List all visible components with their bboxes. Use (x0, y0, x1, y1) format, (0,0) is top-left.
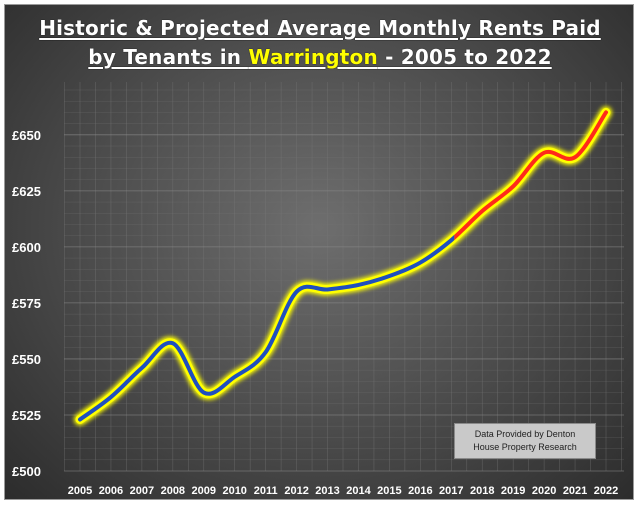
x-tick-label: 2017 (439, 485, 463, 497)
y-tick-label: £550 (12, 352, 41, 367)
x-tick-label: 2021 (563, 485, 587, 497)
y-tick-label: £500 (12, 464, 41, 479)
title-place: Warrington (248, 45, 378, 69)
x-tick-label: 2007 (130, 485, 154, 497)
credit-line2: House Property Research (473, 442, 577, 452)
y-tick-label: £600 (12, 240, 41, 255)
x-tick-label: 2015 (377, 485, 401, 497)
data-credit-annotation: Data Provided by Denton House Property R… (454, 423, 596, 459)
x-tick-label: 2019 (501, 485, 525, 497)
x-tick-label: 2005 (68, 485, 92, 497)
x-tick-label: 2022 (594, 485, 618, 497)
historic-rent-line (78, 234, 455, 422)
x-tick-label: 2016 (408, 485, 432, 497)
x-axis: 2005 2006 2007 2008 2009 2010 2011 2012 2013 2014… (68, 485, 618, 497)
x-tick-label: 2020 (532, 485, 556, 497)
x-tick-label: 2013 (315, 485, 339, 497)
y-axis: £500 £525 £550 £575 £600 £625 £650 (12, 128, 41, 479)
x-tick-label: 2008 (161, 485, 185, 497)
chart-frame (4, 4, 634, 500)
chart-title-line1: Historic & Projected Average Monthly Ren… (39, 16, 601, 40)
y-tick-label: £650 (12, 128, 41, 143)
title-suffix: - 2005 to 2022 (377, 45, 552, 69)
y-tick-label: £575 (12, 296, 41, 311)
x-tick-label: 2012 (284, 485, 308, 497)
x-tick-label: 2009 (192, 485, 216, 497)
chart-title-line2: by Tenants in Warrington - 2005 to 2022 (0, 45, 640, 69)
y-tick-label: £525 (12, 408, 41, 423)
grid-lines (64, 82, 624, 472)
x-tick-label: 2014 (346, 485, 371, 497)
projected-rent-line (454, 110, 608, 241)
rent-series (74, 106, 612, 426)
y-tick-label: £625 (12, 184, 41, 199)
x-tick-label: 2010 (222, 485, 246, 497)
x-tick-label: 2011 (254, 485, 278, 497)
credit-line1: Data Provided by Denton (474, 429, 576, 439)
x-tick-label: 2018 (470, 485, 494, 497)
x-tick-label: 2006 (99, 485, 123, 497)
title-prefix: by Tenants in (88, 45, 249, 69)
